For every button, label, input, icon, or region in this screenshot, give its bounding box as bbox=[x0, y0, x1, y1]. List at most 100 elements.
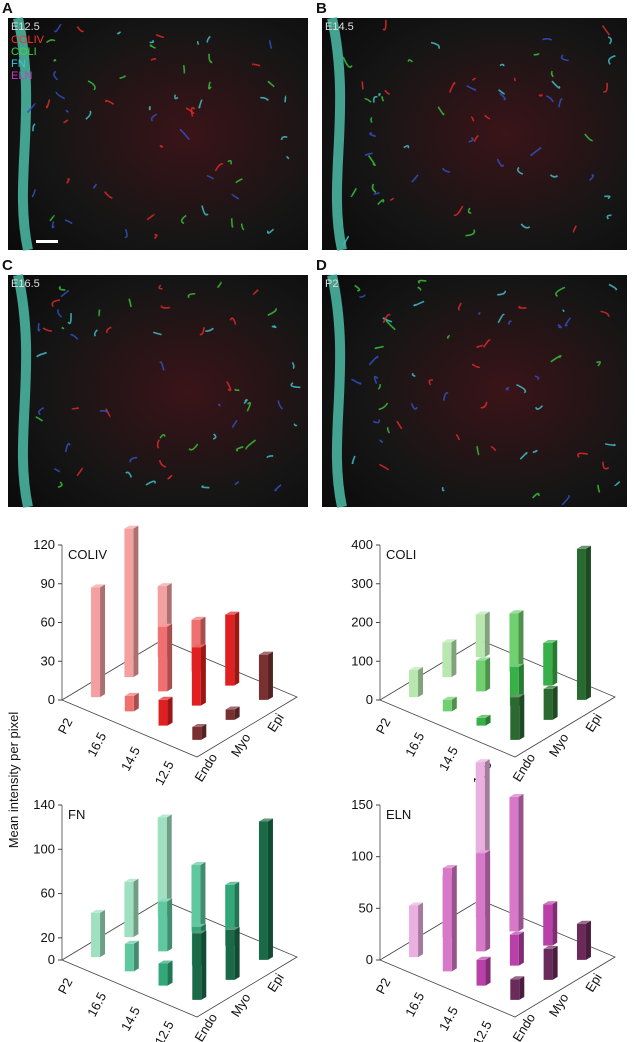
panel-letter: C bbox=[2, 257, 13, 274]
stage-label: E12.5 bbox=[11, 21, 40, 33]
fiber bbox=[558, 98, 563, 108]
fiber bbox=[212, 433, 217, 440]
bar bbox=[476, 714, 491, 726]
bar-top bbox=[476, 850, 491, 854]
fiber bbox=[149, 44, 156, 49]
bar-top bbox=[543, 685, 558, 689]
bar-top bbox=[158, 960, 173, 964]
fiber bbox=[106, 326, 112, 334]
bar-side bbox=[485, 850, 491, 952]
bar bbox=[543, 640, 558, 686]
fiber bbox=[37, 322, 41, 332]
fiber bbox=[499, 92, 506, 101]
bar-side bbox=[133, 525, 139, 678]
fiber bbox=[93, 183, 98, 189]
bar-side bbox=[451, 865, 457, 972]
fiber bbox=[342, 56, 353, 68]
stage-label: P2 bbox=[325, 278, 338, 290]
fiber bbox=[386, 426, 391, 434]
y-tick-label: 20 bbox=[41, 930, 55, 945]
fiber bbox=[208, 81, 212, 90]
fiber bbox=[342, 235, 350, 246]
bar-top bbox=[510, 976, 525, 980]
age-label: 14.5 bbox=[118, 1004, 143, 1033]
bar bbox=[192, 723, 207, 740]
fiber bbox=[379, 463, 390, 471]
bar-top bbox=[509, 794, 524, 798]
micrograph bbox=[322, 275, 627, 507]
fiber bbox=[280, 135, 288, 141]
bar-side bbox=[518, 931, 524, 966]
fiber bbox=[538, 94, 543, 97]
y-tick-label: 0 bbox=[48, 692, 55, 707]
fiber bbox=[561, 495, 571, 506]
bar-side bbox=[267, 651, 273, 700]
fiber bbox=[351, 378, 362, 385]
fiber bbox=[159, 434, 166, 439]
panel-letter: D bbox=[316, 257, 327, 274]
fiber bbox=[53, 468, 61, 473]
bar bbox=[225, 927, 240, 980]
bar-front bbox=[124, 881, 134, 938]
fiber bbox=[606, 214, 612, 220]
bar-side bbox=[133, 878, 139, 938]
bar-top bbox=[476, 657, 491, 661]
bar bbox=[191, 861, 206, 932]
region-label: Endo bbox=[191, 1011, 220, 1042]
fiber bbox=[231, 194, 240, 200]
fiber bbox=[496, 158, 505, 167]
bar bbox=[475, 611, 490, 658]
age-label: 16.5 bbox=[84, 730, 109, 759]
y-tick-label: 100 bbox=[351, 849, 373, 864]
fiber bbox=[234, 388, 240, 392]
bar-top bbox=[124, 878, 139, 882]
bar-top bbox=[510, 694, 525, 698]
fiber bbox=[42, 327, 52, 332]
fiber bbox=[182, 65, 186, 74]
bar-front bbox=[191, 864, 201, 932]
fiber bbox=[377, 199, 385, 206]
fiber bbox=[497, 313, 505, 324]
fiber bbox=[216, 281, 222, 289]
fiber bbox=[549, 174, 559, 178]
fiber bbox=[266, 455, 274, 459]
region-label: Epi bbox=[264, 971, 287, 995]
age-label: 12.5 bbox=[152, 1018, 177, 1042]
fiber bbox=[76, 467, 84, 477]
bar-front bbox=[442, 699, 452, 712]
bar-side bbox=[100, 584, 106, 698]
bar-front bbox=[475, 614, 485, 658]
bar-front bbox=[225, 614, 235, 686]
fiber bbox=[190, 107, 196, 117]
fiber bbox=[290, 382, 301, 389]
bar-top bbox=[158, 898, 173, 902]
fiber bbox=[159, 144, 164, 148]
bar-front bbox=[124, 943, 134, 972]
fiber bbox=[584, 133, 593, 142]
fiber bbox=[614, 480, 621, 487]
fiber bbox=[35, 416, 44, 422]
region-label: Myo bbox=[546, 731, 572, 760]
y-tick-label: 30 bbox=[41, 653, 55, 668]
bar-front bbox=[442, 642, 452, 678]
bar-side bbox=[485, 714, 491, 726]
panel-letter: A bbox=[2, 0, 13, 17]
chart-title: COLI bbox=[386, 547, 416, 562]
bar-front bbox=[158, 901, 168, 952]
fiber bbox=[482, 339, 491, 348]
fiber bbox=[150, 57, 157, 61]
fiber bbox=[385, 320, 396, 331]
age-label: 16.5 bbox=[84, 990, 109, 1019]
bar-top bbox=[124, 940, 139, 944]
bar-front bbox=[543, 948, 553, 980]
bar-top bbox=[192, 930, 207, 934]
bar-top bbox=[543, 640, 558, 643]
micrograph bbox=[322, 18, 627, 250]
fiber bbox=[246, 401, 252, 412]
bar-side bbox=[418, 667, 424, 698]
bar-front bbox=[158, 963, 168, 986]
bar-top bbox=[475, 759, 490, 763]
micrograph bbox=[8, 275, 308, 507]
fiber bbox=[470, 115, 475, 122]
fiber bbox=[430, 41, 440, 50]
